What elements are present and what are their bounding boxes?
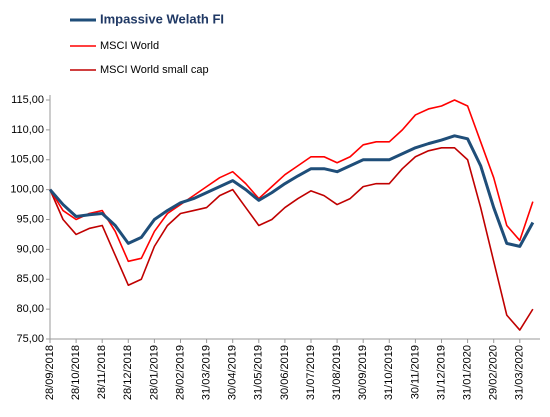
series-line	[48, 134, 535, 248]
x-tick-label: 28/11/2018	[96, 345, 108, 399]
y-tick-label: 115,00	[11, 94, 44, 106]
y-tick-label: 80,00	[16, 303, 44, 315]
x-tick-label: 28/01/2019	[148, 345, 160, 400]
x-tick-label: 28/09/2018	[44, 345, 56, 400]
legend: Impassive Welath FI MSCI World MSCI Worl…	[70, 11, 224, 76]
x-tick-label: 31/01/2020	[462, 345, 474, 400]
y-tick-label: 110,00	[11, 124, 44, 136]
series-line	[49, 99, 534, 263]
y-tick-label: 75,00	[16, 333, 44, 345]
legend-label: Impassive Welath FI	[100, 11, 224, 26]
x-tick-label: 31/08/2019	[331, 345, 343, 400]
y-tick-label: 105,00	[10, 154, 44, 166]
x-tick-label: 31/03/2019	[201, 345, 213, 400]
x-tick-label: 31/05/2019	[253, 345, 265, 400]
x-tick-label: 28/10/2018	[70, 345, 82, 400]
x-tick-label: 31/12/2019	[435, 345, 447, 400]
x-tick-label: 30/11/2019	[409, 345, 421, 399]
x-tick-label: 28/02/2019	[174, 345, 186, 400]
y-tick-label: 100,00	[10, 184, 44, 196]
y-tick-label: 95,00	[16, 213, 44, 225]
x-tick-label: 29/02/2020	[488, 345, 500, 400]
series-line	[49, 147, 534, 331]
x-tick-label: 31/03/2020	[514, 345, 526, 400]
y-tick-label: 90,00	[16, 243, 44, 255]
x-tick-label: 30/04/2019	[227, 345, 239, 400]
x-tick-label: 31/10/2019	[383, 345, 395, 400]
x-tick-label: 30/06/2019	[279, 345, 291, 400]
x-tick-label: 30/09/2019	[357, 345, 369, 400]
legend-label: MSCI World	[100, 40, 159, 52]
x-tick-label: 28/12/2018	[122, 345, 134, 400]
y-tick-label: 85,00	[16, 273, 44, 285]
x-tick-label: 31/07/2019	[305, 345, 317, 400]
legend-label: MSCI World small cap	[100, 64, 209, 76]
